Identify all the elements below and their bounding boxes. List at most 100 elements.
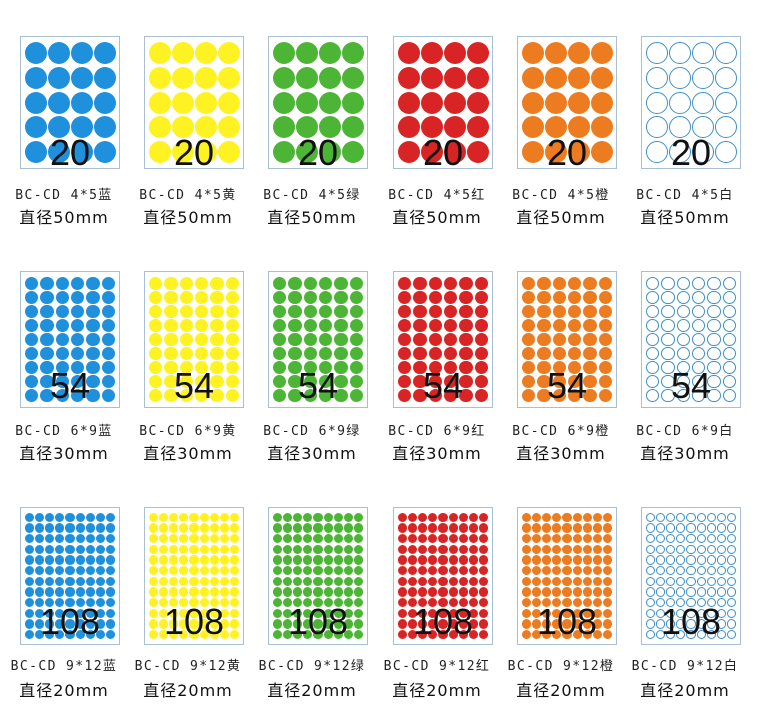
sticker-dot [552, 512, 562, 522]
sticker-dot [189, 555, 199, 565]
sticker-dot [722, 318, 736, 332]
sticker-dot [479, 555, 489, 565]
sticker-dot [34, 630, 44, 640]
sticker-dot [199, 534, 209, 544]
sticker-dot [282, 619, 292, 629]
sticker-dot [85, 523, 96, 533]
sticker-dot [582, 576, 593, 586]
sticker-dot [438, 608, 448, 618]
sticker-dot [96, 598, 106, 608]
sticker-dot [158, 512, 168, 522]
sticker-dot [171, 66, 194, 89]
sticker-dot [303, 290, 317, 304]
sticker-dot [397, 523, 407, 533]
sticker-dot [349, 304, 363, 318]
sticker-dot [85, 555, 96, 565]
sticker-dot [323, 630, 333, 640]
sticker-dot [273, 347, 287, 361]
sticker-dot [448, 523, 458, 533]
sticker-dot [521, 566, 531, 576]
sticker-dot [334, 361, 348, 375]
sticker-dot [272, 523, 282, 533]
sticker-dot [714, 140, 737, 163]
sticker-dot [541, 630, 552, 640]
sticker-dot [521, 630, 531, 640]
sticker-dot [106, 544, 116, 554]
sticker-dot [397, 534, 407, 544]
sticker-dot [272, 512, 282, 522]
sticker-dot [537, 347, 551, 361]
diameter-label: 直径30mm [516, 444, 606, 463]
sticker-dot [459, 375, 473, 389]
sticker-dot [288, 290, 302, 304]
sticker-dot [220, 566, 230, 576]
sticker-sheet: 108 [517, 507, 617, 645]
sticker-dot [194, 140, 217, 163]
sticker-dot [413, 361, 427, 375]
sticker-dot [220, 587, 230, 597]
sticker-dot [459, 304, 473, 318]
sticker-dot [438, 534, 448, 544]
sticker-dot [428, 304, 442, 318]
product-code: BC-CD 6*9绿 [263, 424, 361, 439]
sticker-dot [148, 619, 158, 629]
sticker-dot [686, 587, 696, 597]
sticker-dot [572, 598, 582, 608]
sticker-dot [398, 361, 412, 375]
sticker-dot [55, 534, 65, 544]
sticker-dot [692, 276, 706, 290]
sticker-dot [333, 512, 344, 522]
sticker-dot [334, 318, 348, 332]
sticker-dot [25, 304, 39, 318]
sticker-dot [47, 140, 70, 163]
sticker-dot [443, 66, 466, 89]
sticker-dot [85, 587, 96, 597]
sticker-dot [707, 290, 721, 304]
sticker-dot [319, 389, 333, 403]
sticker-dot [71, 318, 85, 332]
sticker-dot [398, 347, 412, 361]
sticker-dot [344, 512, 354, 522]
sticker-dot [665, 630, 676, 640]
sticker-dot [567, 91, 590, 114]
sticker-dot [562, 587, 572, 597]
sticker-dot [438, 566, 448, 576]
sticker-dot [531, 534, 541, 544]
sticker-dot [428, 576, 438, 586]
sticker-dot [313, 587, 323, 597]
sticker-dot [603, 523, 613, 533]
sticker-dot [295, 42, 318, 65]
sticker-dot [85, 608, 96, 618]
sticker-dot [645, 587, 655, 597]
sticker-dot [544, 42, 567, 65]
sticker-dot [199, 619, 209, 629]
sticker-dot [106, 619, 116, 629]
sticker-dot [344, 555, 354, 565]
sticker-dot [541, 619, 552, 629]
sticker-dot [655, 608, 665, 618]
sticker-count: 108 [660, 601, 722, 642]
sticker-dot [209, 587, 220, 597]
sticker-dot [179, 347, 193, 361]
sticker-dot [522, 332, 536, 347]
sticker-dot [179, 555, 189, 565]
sticker-dot [458, 598, 469, 608]
sticker-dot [168, 630, 179, 640]
sticker-dot [209, 566, 220, 576]
sticker-dot [531, 608, 541, 618]
sticker-dot [541, 598, 552, 608]
sticker-dot [148, 544, 158, 554]
sticker-dot [179, 619, 189, 629]
sticker-dot [158, 630, 168, 640]
sticker-dot [696, 619, 706, 629]
sticker-dot [303, 619, 313, 629]
sticker-dot [692, 318, 706, 332]
sticker-dot [706, 576, 717, 586]
sticker-dot [272, 566, 282, 576]
sticker-dot [458, 555, 469, 565]
sticker-dot [582, 587, 593, 597]
sticker-dot [341, 42, 364, 65]
sticker-dot [209, 512, 220, 522]
sticker-dot [668, 66, 691, 89]
sticker-dot [397, 66, 420, 89]
